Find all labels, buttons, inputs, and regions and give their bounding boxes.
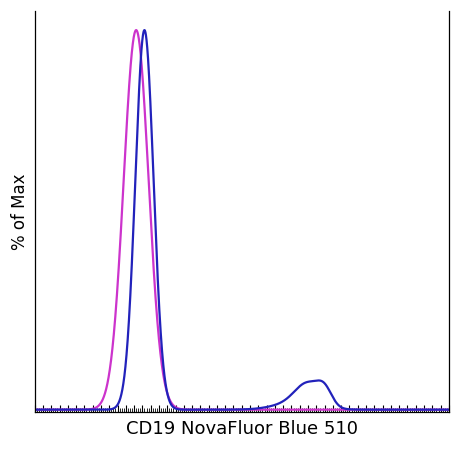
X-axis label: CD19 NovaFluor Blue 510: CD19 NovaFluor Blue 510 <box>125 420 357 438</box>
Y-axis label: % of Max: % of Max <box>11 173 29 250</box>
